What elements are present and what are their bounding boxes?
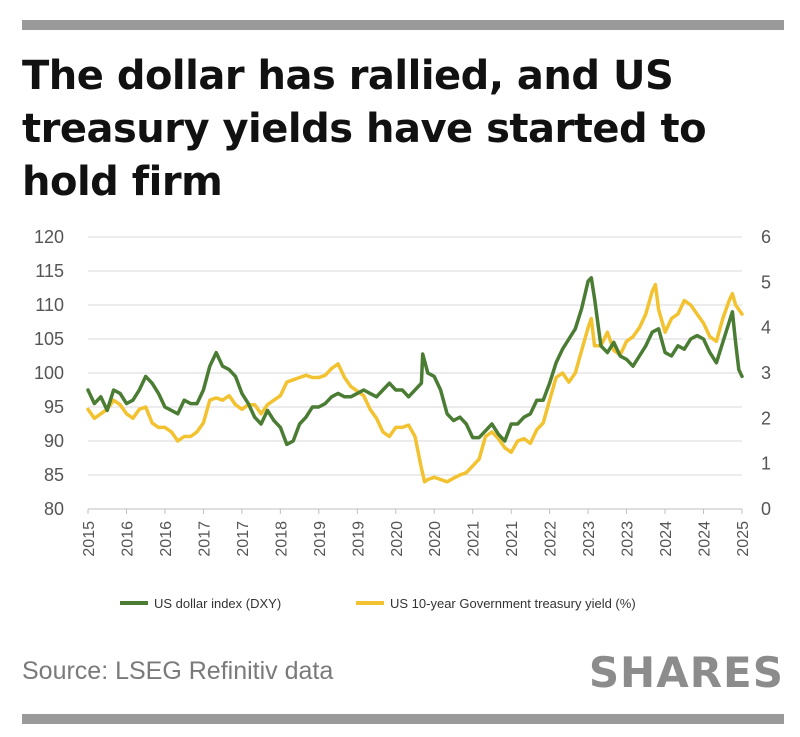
dxy-series-line (86, 276, 744, 447)
top-rule (22, 20, 784, 30)
bottom-rule (22, 714, 784, 724)
y-right-tick-label: 1 (761, 454, 771, 474)
x-tick-label: 2020 (389, 521, 406, 557)
x-tick-label: 2025 (735, 521, 752, 557)
y-left-tick-label: 120 (34, 227, 64, 247)
legend-dxy: US dollar index (DXY) (120, 596, 281, 611)
brand-logo: SHARES (588, 648, 784, 697)
x-tick-label: 2024 (697, 521, 714, 557)
x-tick-label: 2024 (658, 521, 675, 557)
chart-title: The dollar has rallied, and US treasury … (22, 53, 707, 205)
y-right-tick-label: 3 (761, 363, 771, 383)
y-left-tick-label: 115 (35, 261, 64, 281)
x-tick-label: 2017 (235, 521, 252, 557)
x-tick-label: 2016 (158, 521, 175, 557)
legend-label: US dollar index (DXY) (154, 596, 281, 611)
legend-label: US 10-year Government treasury yield (%) (390, 596, 636, 611)
x-tick-label: 2017 (196, 521, 213, 557)
y-left-tick-label: 80 (44, 499, 64, 519)
y-right-tick-label: 0 (761, 499, 771, 519)
source-note: Source: LSEG Refinitiv data (22, 657, 334, 685)
data-lines (86, 276, 744, 484)
x-tick-label: 2016 (119, 521, 136, 557)
treasury-yield-series-line (86, 282, 744, 484)
legend: US dollar index (DXY) US 10-year Governme… (120, 596, 636, 611)
y-right-tick-label: 5 (761, 272, 771, 292)
legend-yield: US 10-year Government treasury yield (%) (356, 596, 636, 611)
x-tick-label: 2021 (466, 521, 483, 557)
left-y-axis-labels: 80 85 90 95 100 105 110 115 120 (34, 227, 64, 519)
x-axis-labels: 2015 2016 2016 2017 2017 2018 2019 2019 2020 2020… (81, 508, 752, 557)
y-right-tick-label: 6 (761, 227, 771, 247)
x-tick-label: 2021 (504, 521, 521, 557)
x-tick-label: 2019 (350, 521, 367, 557)
y-left-tick-label: 85 (44, 465, 64, 485)
x-tick-label: 2023 (620, 521, 637, 557)
y-left-tick-label: 105 (34, 329, 64, 349)
x-tick-label: 2020 (427, 521, 444, 557)
x-tick-label: 2018 (273, 521, 290, 557)
x-tick-label: 2019 (312, 521, 329, 557)
y-left-tick-label: 90 (44, 431, 64, 451)
x-tick-label: 2015 (81, 521, 98, 557)
right-y-axis-labels: 0 1 2 3 4 5 6 (761, 227, 771, 519)
line-chart: 80 85 90 95 100 105 110 115 120 0 1 2 3 4 5 6 2015 2016… (34, 227, 771, 611)
y-left-tick-label: 100 (34, 363, 64, 383)
y-right-tick-label: 4 (761, 318, 771, 338)
x-tick-label: 2022 (543, 521, 560, 557)
y-left-tick-label: 110 (35, 295, 64, 315)
x-tick-label: 2023 (581, 521, 598, 557)
y-left-tick-label: 95 (44, 397, 64, 417)
y-right-tick-label: 2 (761, 408, 771, 428)
grid-lines (88, 236, 742, 510)
